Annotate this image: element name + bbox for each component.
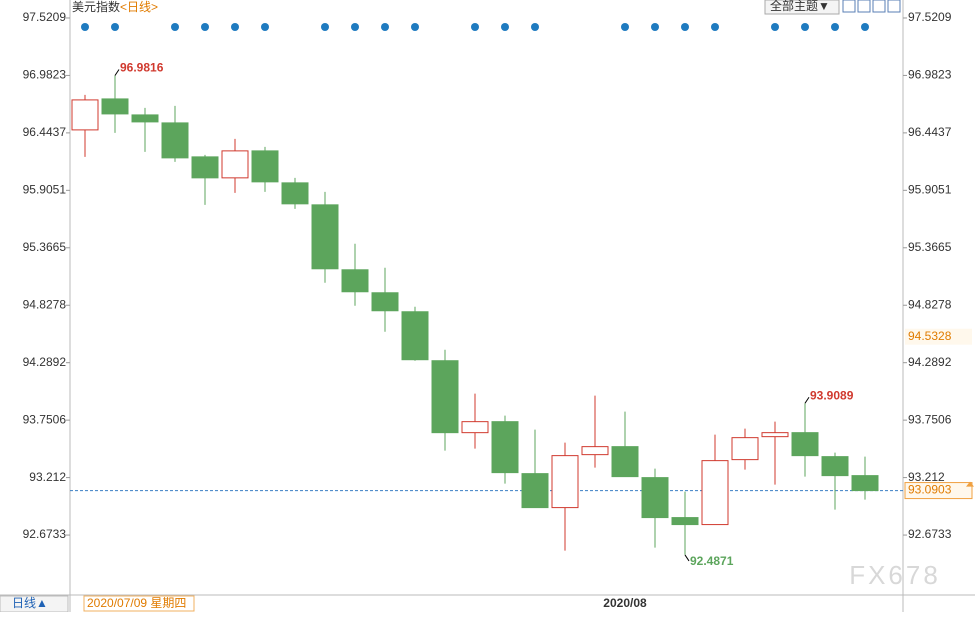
y2-tick-label: 97.5209 <box>908 10 952 24</box>
theme-button[interactable]: 全部主题▼ <box>770 0 830 13</box>
event-dots <box>81 23 869 31</box>
event-dot[interactable] <box>201 23 209 31</box>
event-dot[interactable] <box>711 23 719 31</box>
candle-body <box>761 432 789 438</box>
x-tick-label: 2020/08 <box>603 596 647 610</box>
icon[interactable] <box>872 0 886 13</box>
toolbar-icons <box>842 0 901 13</box>
candle-body <box>161 122 189 159</box>
event-dot[interactable] <box>771 23 779 31</box>
icon[interactable] <box>857 0 871 13</box>
event-dot[interactable] <box>471 23 479 31</box>
candle-body <box>611 446 639 478</box>
cursor-date: 2020/07/09 星期四 <box>87 596 186 610</box>
event-dot[interactable] <box>81 23 89 31</box>
event-dot[interactable] <box>231 23 239 31</box>
y2-tick-label: 95.3665 <box>908 240 952 254</box>
y2-tick-label: 93.7506 <box>908 412 952 426</box>
y-tick-label: 95.9051 <box>23 183 67 197</box>
y-tick-label: 93.212 <box>29 470 66 484</box>
candle-body <box>191 156 219 179</box>
event-dot[interactable] <box>381 23 389 31</box>
last-price-box <box>904 482 973 500</box>
y-tick-label: 94.8278 <box>23 297 67 311</box>
candle-body <box>251 150 279 183</box>
candle-body <box>311 204 339 270</box>
marker-price-label: 94.5328 <box>908 329 952 343</box>
y-tick-label: 95.3665 <box>23 240 67 254</box>
annotation-pointer <box>804 396 810 404</box>
y2-tick-label: 96.9823 <box>908 68 952 82</box>
candle-body <box>461 421 489 434</box>
candle-body <box>641 477 669 519</box>
event-dot[interactable] <box>321 23 329 31</box>
candle-body <box>221 150 249 179</box>
y2-tick-label: 93.212 <box>908 470 945 484</box>
y-tick-label: 92.6733 <box>23 527 67 541</box>
period-label: <日线> <box>120 0 158 14</box>
last-price-label: 93.0903 <box>908 483 952 497</box>
annotation: 96.9816 <box>120 61 164 75</box>
event-dot[interactable] <box>411 23 419 31</box>
watermark: FX678 <box>849 560 941 590</box>
y-tick-label: 96.4437 <box>23 125 67 139</box>
candle-body <box>281 182 309 205</box>
candle-body <box>101 98 129 115</box>
candle-body <box>371 292 399 312</box>
candle-body <box>821 456 849 477</box>
candle-body <box>341 269 369 293</box>
event-dot[interactable] <box>801 23 809 31</box>
event-dot[interactable] <box>651 23 659 31</box>
marker-price-box <box>905 328 972 345</box>
y-tick-label: 94.2892 <box>23 355 67 369</box>
event-dot[interactable] <box>171 23 179 31</box>
candle-body <box>851 475 879 492</box>
candle-body <box>491 421 519 474</box>
chart-title: 美元指数 <box>72 0 120 14</box>
y2-tick-label: 94.2892 <box>908 355 952 369</box>
candle-body <box>671 517 699 526</box>
candle-body <box>131 114 159 123</box>
candle-body <box>551 455 579 509</box>
y2-tick-label: 92.6733 <box>908 527 952 541</box>
y2-tick-label: 96.4437 <box>908 125 952 139</box>
candle-body <box>731 437 759 461</box>
annotation: 92.4871 <box>690 554 734 568</box>
candle-body <box>791 432 819 457</box>
y-tick-label: 93.7506 <box>23 412 67 426</box>
candle-body <box>581 446 609 456</box>
theme-button-box[interactable] <box>764 0 840 15</box>
event-dot[interactable] <box>501 23 509 31</box>
event-dot[interactable] <box>861 23 869 31</box>
candle-body <box>521 473 549 509</box>
candle-body <box>431 360 459 434</box>
annotation-pointer <box>114 69 120 76</box>
event-dot[interactable] <box>111 23 119 31</box>
event-dot[interactable] <box>831 23 839 31</box>
period-button[interactable]: 日线▲ <box>12 596 48 610</box>
candle-body <box>71 99 99 131</box>
y2-tick-label: 94.8278 <box>908 297 952 311</box>
event-dot[interactable] <box>351 23 359 31</box>
annotation: 93.9089 <box>810 388 854 402</box>
event-dot[interactable] <box>621 23 629 31</box>
candle-body <box>701 460 729 526</box>
y-tick-label: 96.9823 <box>23 68 67 82</box>
y2-tick-label: 95.9051 <box>908 183 952 197</box>
event-dot[interactable] <box>681 23 689 31</box>
candle-body <box>401 311 429 361</box>
icon[interactable] <box>842 0 856 13</box>
cursor-date-box <box>83 595 195 612</box>
icon[interactable] <box>887 0 901 13</box>
event-dot[interactable] <box>531 23 539 31</box>
annotation-pointer <box>684 554 690 562</box>
event-dot[interactable] <box>261 23 269 31</box>
y-tick-label: 97.5209 <box>23 10 67 24</box>
last-price-arrow <box>966 481 974 487</box>
